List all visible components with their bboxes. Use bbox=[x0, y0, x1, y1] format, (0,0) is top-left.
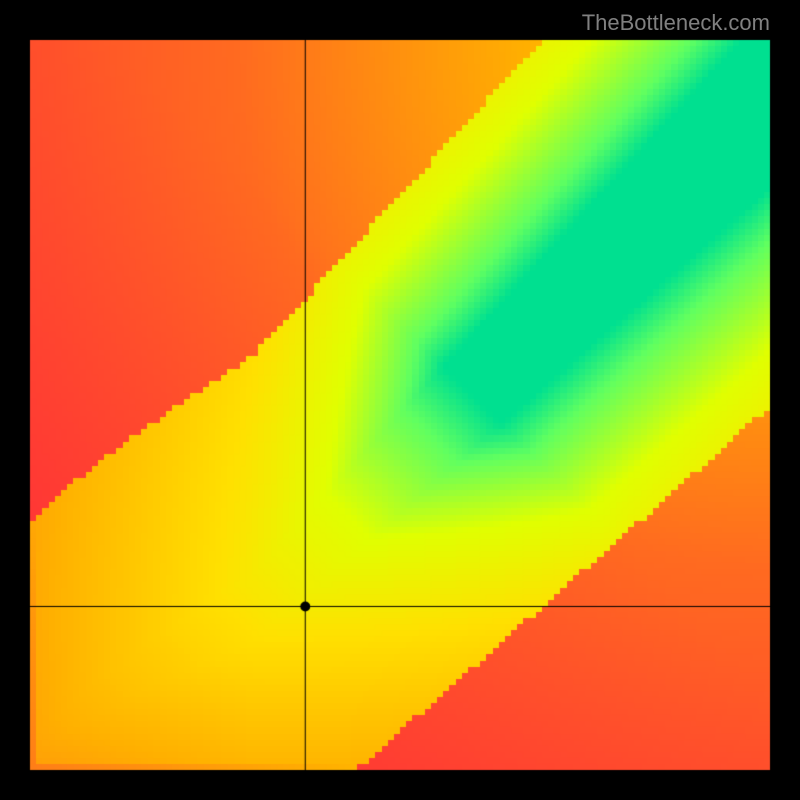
heatmap-canvas bbox=[0, 0, 800, 800]
chart-container: TheBottleneck.com bbox=[0, 0, 800, 800]
watermark-text: TheBottleneck.com bbox=[582, 10, 770, 36]
